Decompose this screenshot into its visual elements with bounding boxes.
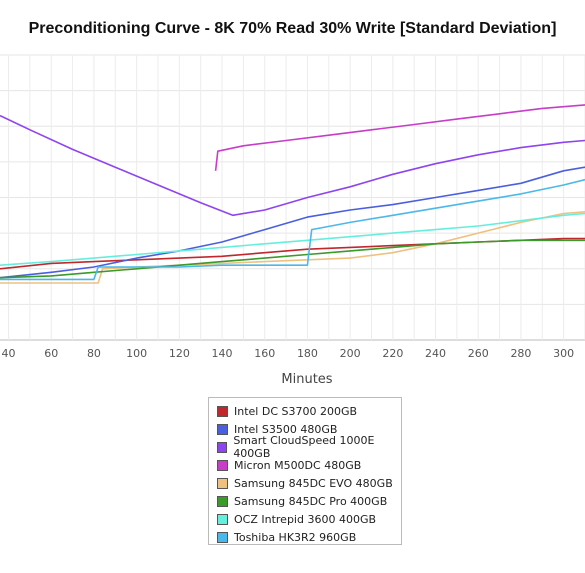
x-tick-label: 40 [2, 347, 16, 360]
x-tick-label: 200 [340, 347, 361, 360]
series-line-6 [0, 212, 585, 266]
legend-swatch [217, 423, 228, 435]
legend-swatch [217, 495, 228, 507]
legend-label: Smart CloudSpeed 1000E 400GB [233, 434, 375, 460]
x-tick-label: 220 [382, 347, 403, 360]
series-line-2 [0, 114, 585, 217]
series-line-5 [0, 239, 585, 279]
x-tick-label: 260 [468, 347, 489, 360]
legend-item: Samsung 845DC Pro 400GB [209, 492, 401, 510]
legend-item: Intel DC S3700 200GB [209, 402, 401, 420]
series-line-1 [0, 166, 585, 279]
legend-swatch [217, 405, 228, 417]
legend-label: OCZ Intrepid 3600 400GB [234, 512, 377, 526]
legend-item: Smart CloudSpeed 1000E 400GB [209, 434, 401, 460]
x-tick-label: 300 [553, 347, 574, 360]
series-line-3 [214, 104, 585, 171]
legend-item: Samsung 845DC EVO 480GB [209, 474, 401, 492]
legend-swatch [217, 441, 228, 453]
x-axis-label: Minutes [281, 372, 332, 387]
legend-item: Intel S3500 480GB [209, 420, 401, 438]
x-tick-label: 280 [510, 347, 531, 360]
legend-label: Intel DC S3700 200GB [234, 404, 358, 418]
grid-layer [0, 54, 585, 341]
series-line-0 [0, 237, 585, 270]
legend-item: Micron M500DC 480GB [209, 456, 401, 474]
x-tick-label: 140 [212, 347, 233, 360]
legend-label: Samsung 845DC EVO 480GB [234, 476, 393, 490]
legend-label: Intel S3500 480GB [234, 422, 338, 436]
x-tick-label: 160 [254, 347, 275, 360]
x-tick-label: 100 [126, 347, 147, 360]
legend-label: Samsung 845DC Pro 400GB [234, 494, 388, 508]
x-tick-label: 80 [87, 347, 101, 360]
x-tick-label: 60 [44, 347, 58, 360]
legend-item: Toshiba HK3R2 960GB [209, 528, 401, 546]
x-tick-label: 240 [425, 347, 446, 360]
series-layer [0, 104, 585, 284]
legend-swatch [217, 531, 228, 543]
series-line-7 [0, 178, 585, 281]
x-tick-label: 180 [297, 347, 318, 360]
legend-item: OCZ Intrepid 3600 400GB [209, 510, 401, 528]
legend-swatch [217, 459, 228, 471]
legend: Intel DC S3700 200GB Intel S3500 480GB Sma… [208, 397, 402, 545]
chart-title: Preconditioning Curve - 8K 70% Read 30% … [28, 20, 557, 37]
legend-swatch [217, 513, 228, 525]
x-tick-labels: 40 60 80 100 120 140 160 180 200 220 240 260 280 300 [2, 347, 575, 360]
x-tick-label: 120 [169, 347, 190, 360]
legend-swatch [217, 477, 228, 489]
legend-label: Toshiba HK3R2 960GB [234, 530, 357, 544]
legend-label: Micron M500DC 480GB [234, 458, 362, 472]
